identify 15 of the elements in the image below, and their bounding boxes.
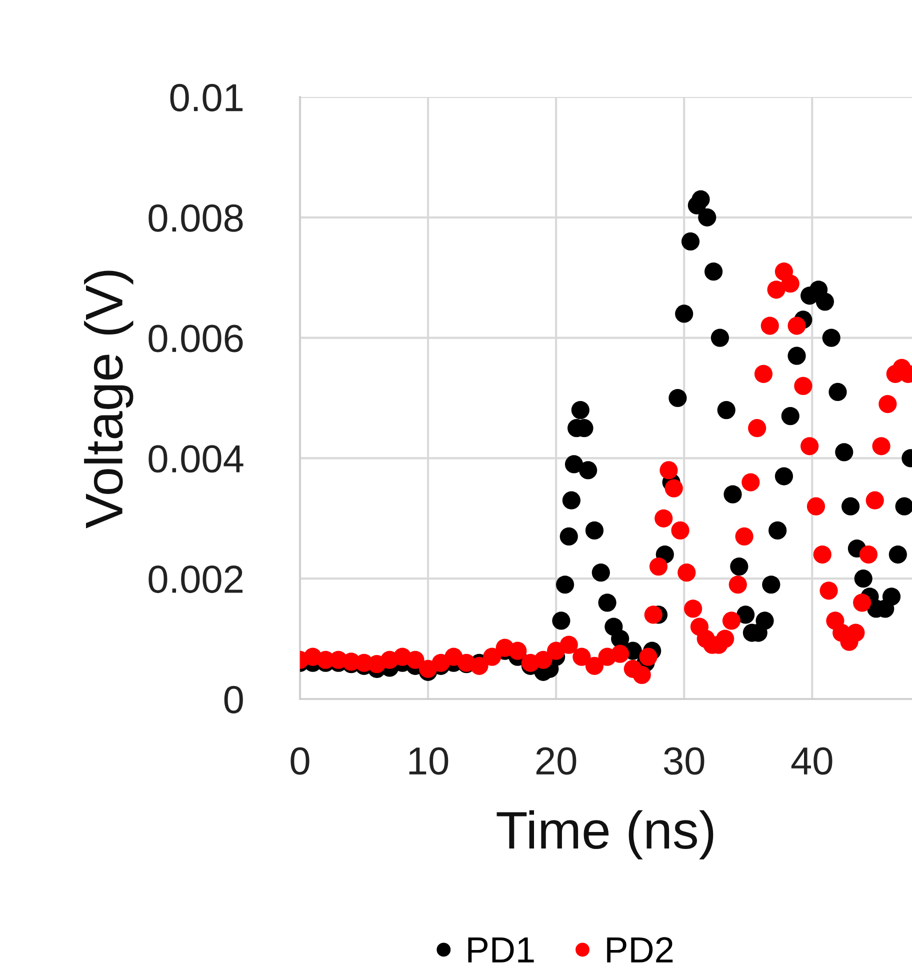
x-axis-title: Time (ns) <box>496 810 714 860</box>
y-axis-title: Voltage (V) <box>84 270 134 528</box>
y-tick-label: 0.002 <box>148 566 242 594</box>
legend-label: PD2 <box>607 937 673 962</box>
y-tick-label: 0.008 <box>148 204 243 232</box>
x-tick-label: 20 <box>536 747 576 775</box>
y-tick-label: 0.004 <box>148 445 244 473</box>
legend-label: PD1 <box>468 938 534 962</box>
y-tick-label: 0 <box>224 686 243 714</box>
x-tick-label: 30 <box>664 747 704 775</box>
x-tick-label: 10 <box>409 747 448 775</box>
y-tick-label: 0.006 <box>148 324 243 352</box>
x-tick-label: 0 <box>290 747 310 775</box>
x-tick-label: 40 <box>791 747 832 775</box>
y-tick-label: 0.01 <box>170 84 243 112</box>
